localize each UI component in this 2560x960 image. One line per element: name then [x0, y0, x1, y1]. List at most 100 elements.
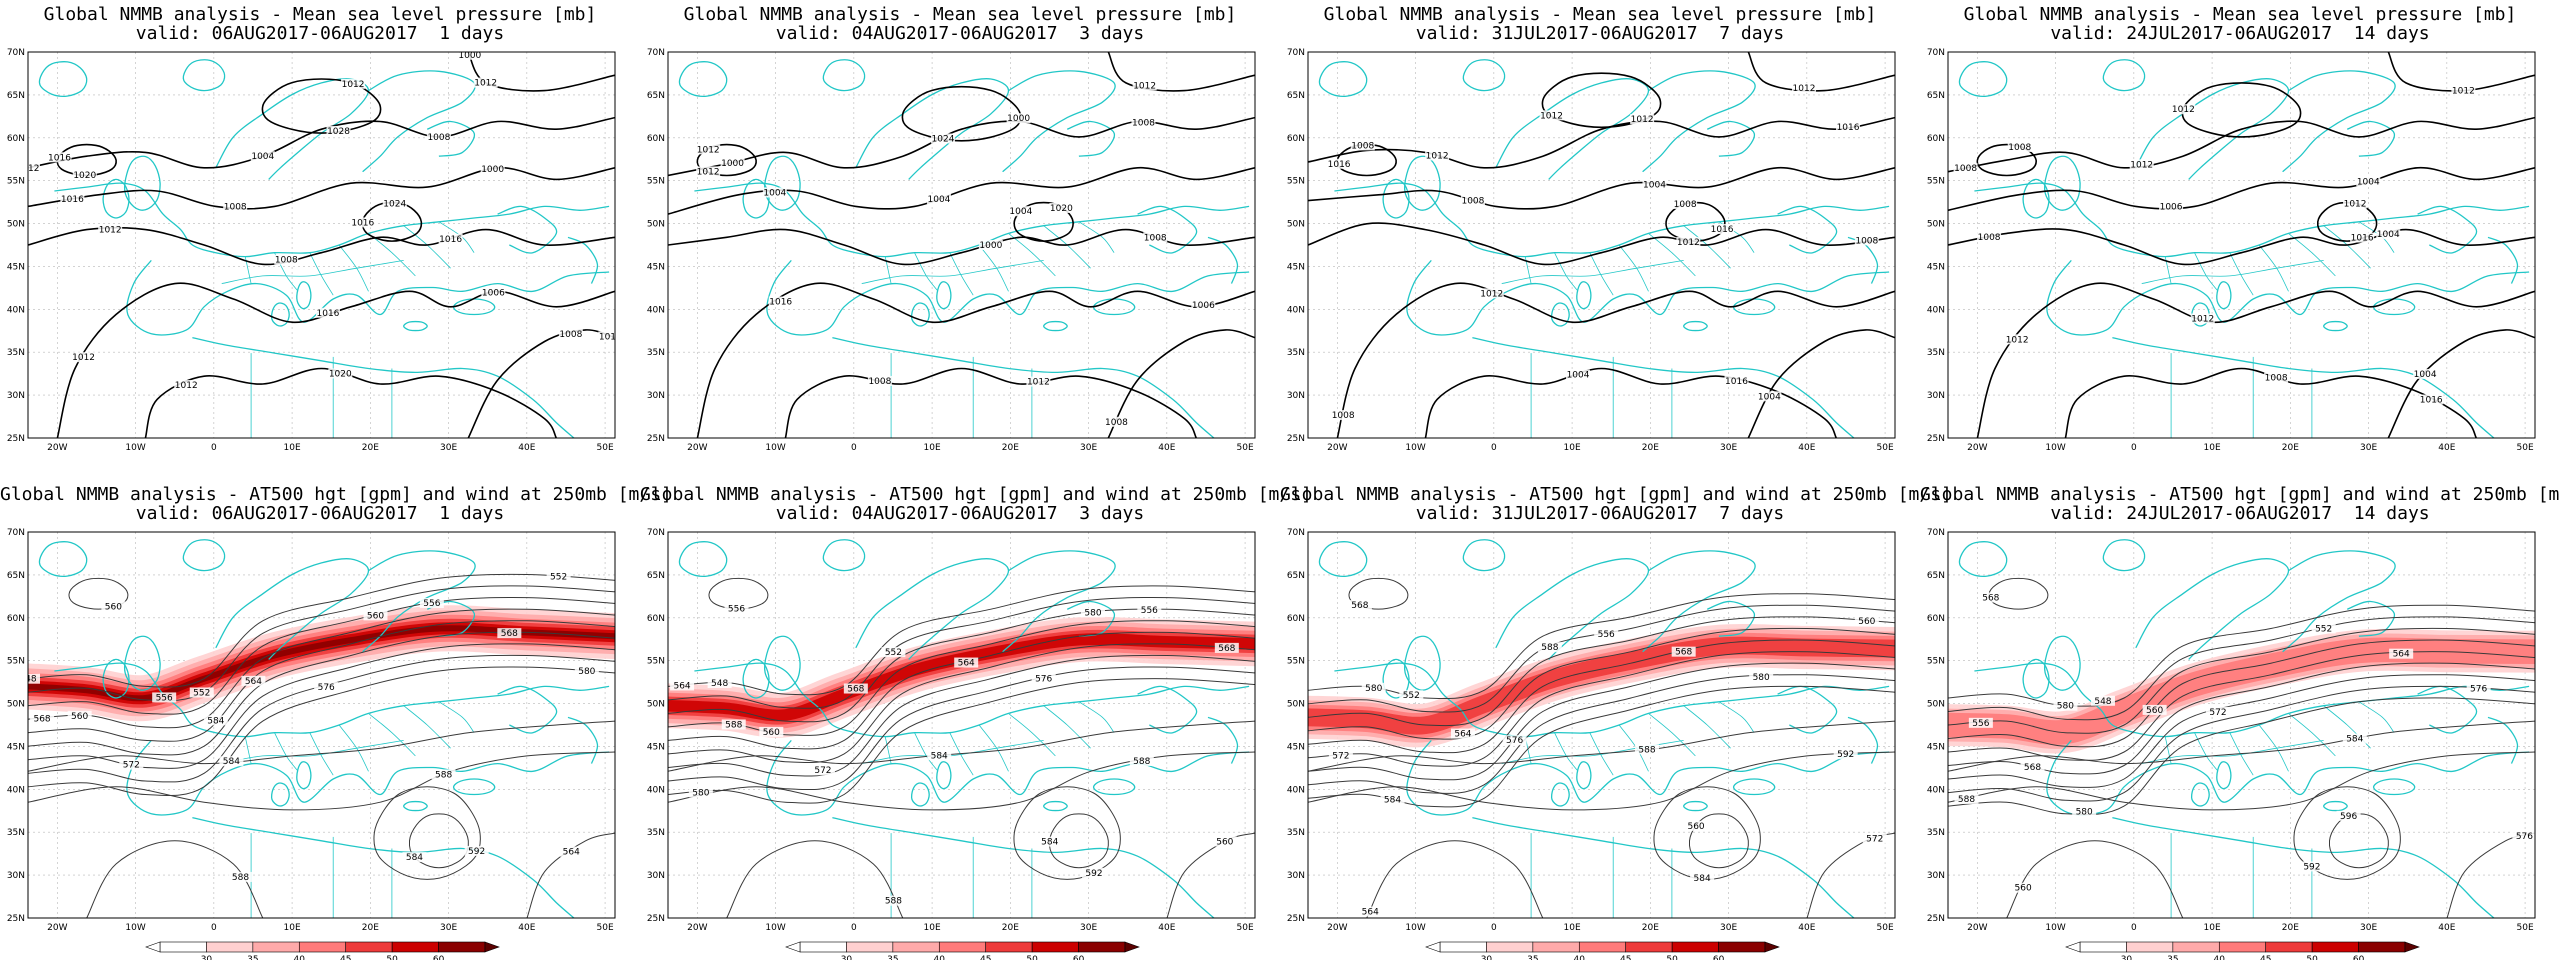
- map-frame: [27, 51, 616, 439]
- contour-label-bg: [431, 769, 456, 780]
- colorbar-arrow: [785, 941, 801, 953]
- coastline: [2487, 716, 2519, 764]
- lat-tick-label: 50N: [1287, 220, 1305, 230]
- country-border: [2164, 256, 2172, 284]
- contour-label: 560: [2015, 884, 2032, 894]
- lon-tick-label: 20W: [1327, 923, 1347, 933]
- contour-label: 1008: [1461, 196, 1484, 206]
- colorbar-label: 60: [2353, 955, 2365, 960]
- colorbar-segment: [1078, 941, 1126, 953]
- coastline-island: [1550, 302, 1570, 327]
- lat-tick-label: 55N: [1287, 657, 1305, 667]
- colorbar-segment: [846, 941, 894, 953]
- height-contour: [28, 654, 615, 783]
- contour-label: 1008: [427, 133, 450, 143]
- panel-subtitle: valid: 31JUL2017-06AUG2017 7 days: [1415, 503, 1785, 524]
- country-border: [2258, 244, 2289, 292]
- country-border: [1554, 732, 1579, 772]
- coastline: [2282, 70, 2396, 173]
- coastline-island: [936, 281, 952, 310]
- lat-tick-label: 25N: [1927, 434, 1945, 444]
- contour-label-bg: [152, 692, 177, 703]
- height-contour: [28, 666, 615, 797]
- colorbar-segment: [438, 941, 486, 953]
- lon-tick-label: 20E: [1642, 923, 1659, 933]
- coastline-island: [2216, 281, 2232, 310]
- coastline-island: [1958, 61, 2008, 97]
- coastline: [426, 120, 476, 157]
- lon-tick-label: 50E: [1877, 443, 1894, 453]
- coastline: [2112, 336, 2495, 438]
- panel-hgt-3d: Global NMMB analysis - AT500 hgt [gpm] a…: [640, 480, 1312, 960]
- height-contour: [1948, 685, 2535, 802]
- coastline: [362, 70, 476, 173]
- height-contour: [1308, 651, 1895, 767]
- coastline: [2282, 550, 2396, 653]
- panel-hgt-7d: Global NMMB analysis - AT500 hgt [gpm] a…: [1280, 480, 1952, 960]
- contour-label: 592: [1837, 750, 1854, 760]
- lat-tick-label: 60N: [1927, 614, 1945, 624]
- country-border: [1524, 256, 1532, 284]
- coastline-island: [1576, 281, 1592, 310]
- contour-label: 1016: [2351, 234, 2374, 244]
- coastline-island: [763, 155, 801, 211]
- contour-label-bg: [2343, 198, 2368, 209]
- lon-tick-label: 20W: [687, 923, 707, 933]
- contour-label: 1000: [979, 241, 1002, 251]
- panel-mslp-14d: Global NMMB analysis - Mean sea level pr…: [1920, 0, 2560, 480]
- lat-tick-label: 30N: [1927, 391, 1945, 401]
- lon-tick-label: 0: [1491, 443, 1497, 453]
- contour-label-bg: [1836, 121, 1861, 132]
- panel-hgt-14d: Global NMMB analysis - AT500 hgt [gpm] a…: [1920, 480, 2560, 960]
- contour-label-bg: [438, 233, 463, 244]
- map-plot-area: 1000 1004 1008 1016 1012 1020 1024 1012 1008 1012…: [668, 52, 1255, 438]
- colorbar-label: 60: [433, 955, 445, 960]
- lat-tick-label: 60N: [647, 134, 665, 144]
- contour-label-bg: [457, 52, 482, 60]
- contour-label: 592: [2303, 862, 2320, 872]
- contour-label: 1012: [2452, 86, 2475, 96]
- contour-label-bg: [1450, 728, 1475, 739]
- contour-label-bg: [1862, 833, 1887, 844]
- contour-label: 1008: [275, 256, 298, 266]
- country-border: [2358, 701, 2395, 733]
- coastline-island: [742, 658, 770, 699]
- lat-tick-label: 65N: [1287, 571, 1305, 581]
- coastline: [567, 236, 599, 284]
- colorbar-segment: [1625, 941, 1673, 953]
- colorbar-label: 50: [2306, 955, 2318, 960]
- country-border: [2229, 252, 2254, 296]
- height-contour: [28, 573, 615, 688]
- contour-label-bg: [2190, 313, 2215, 324]
- contour-label-bg: [1347, 600, 1372, 611]
- jet-wind-shading: [1308, 636, 1895, 735]
- colorbar-label: 45: [2260, 955, 2271, 960]
- contour-label-bg: [1671, 646, 1696, 657]
- contour-label-bg: [1854, 235, 1879, 246]
- panel-title: Global NMMB analysis - Mean sea level pr…: [43, 4, 597, 25]
- country-border: [2288, 233, 2336, 277]
- lat-tick-label: 35N: [647, 348, 665, 358]
- contour-label: 1004: [2377, 230, 2400, 240]
- contour-label-bg: [2206, 706, 2231, 717]
- contour-label: 576: [2470, 684, 2487, 694]
- colorbar-label: 60: [1713, 955, 1725, 960]
- contour-label: 572: [1332, 752, 1349, 762]
- contour-label: 548: [19, 675, 36, 685]
- coastline: [497, 205, 558, 254]
- contour-label: 568: [1675, 648, 1692, 658]
- height-contour: [1308, 720, 1895, 772]
- lat-tick-label: 50N: [1287, 700, 1305, 710]
- contour-label: 1016: [61, 195, 84, 205]
- contour-label-bg: [1026, 376, 1051, 387]
- contour-label: 1008: [1332, 411, 1355, 421]
- coastline-island: [2102, 539, 2146, 572]
- lon-tick-label: 10W: [2045, 923, 2065, 933]
- contour-label: 548: [711, 679, 728, 689]
- contour-label: 1012: [2130, 160, 2153, 170]
- contour-label-bg: [720, 157, 745, 168]
- colorbar-segment: [391, 941, 439, 953]
- contour-label: 564: [1454, 730, 1471, 740]
- lat-tick-label: 45N: [7, 262, 25, 272]
- panel-subtitle: valid: 04AUG2017-06AUG2017 3 days: [775, 503, 1145, 524]
